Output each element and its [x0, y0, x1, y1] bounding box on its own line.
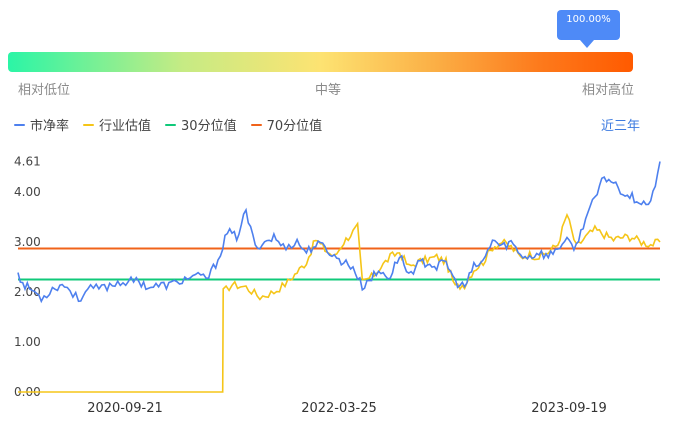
legend-label-p70: 70分位值: [266, 119, 323, 134]
legend-label-pb: 市净率: [30, 119, 70, 134]
y-axis-ticks: 0.001.002.003.004.004.61: [14, 155, 41, 400]
legend-swatch-p70: [250, 123, 262, 126]
y-tick-label: 4.61: [14, 155, 41, 169]
legend-swatch-pb: [14, 123, 25, 126]
x-tick-label: 2020-09-21: [87, 401, 163, 416]
legend-item-p70[interactable]: 70分位值: [250, 115, 323, 134]
y-tick-label: 4.00: [14, 185, 41, 199]
x-tick-label: 2023-09-19: [531, 401, 607, 416]
legend-swatch-industry: [83, 123, 95, 126]
series-line-pb: [17, 161, 661, 304]
y-tick-label: 2.00: [14, 285, 41, 299]
y-tick-label: 3.00: [14, 235, 41, 249]
legend-swatch-p30: [165, 123, 177, 126]
gauge-high-label: 相对高位: [582, 83, 635, 98]
legend-item-pb[interactable]: 市净率: [14, 115, 69, 134]
legend-label-industry: 行业估值: [99, 119, 152, 134]
percentile-value: 100.00%: [566, 14, 611, 25]
tooltip-arrow-icon: [580, 40, 594, 48]
period-selector[interactable]: 近三年: [600, 119, 640, 134]
x-axis-ticks: 2020-09-21 2022-03-25 2023-09-19: [87, 401, 607, 416]
series-line-industry: [18, 212, 661, 393]
legend-item-p30[interactable]: 30分位值: [165, 115, 237, 134]
gauge-mid-label: 中等: [315, 83, 342, 98]
chart-legend: 市净率 行业估值 30分位值 70分位值: [14, 115, 322, 134]
percentile-gauge-bar: [8, 52, 633, 72]
y-tick-label: 1.00: [14, 335, 41, 349]
x-tick-label: 2022-03-25: [301, 401, 377, 416]
legend-label-p30: 30分位值: [181, 119, 237, 134]
gauge-low-label: 相对低位: [18, 83, 71, 98]
percentile-tooltip: 100.00%: [557, 10, 620, 40]
legend-item-industry[interactable]: 行业估值: [83, 115, 151, 134]
